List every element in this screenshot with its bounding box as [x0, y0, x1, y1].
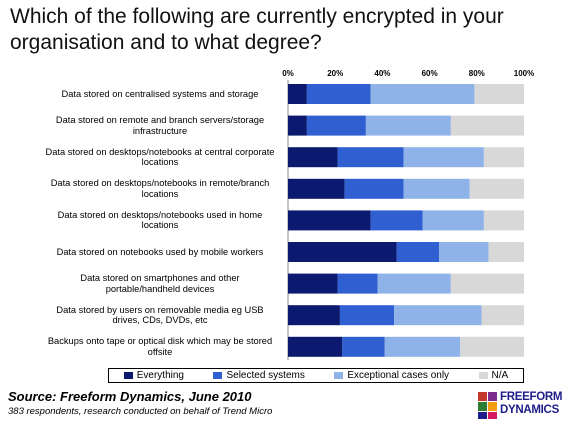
- bar-segment-na: [483, 210, 524, 231]
- legend-label-selected: Selected systems: [226, 370, 305, 381]
- bar-segment-na: [481, 305, 524, 326]
- x-tick-label: 60%: [422, 69, 438, 78]
- chart-title: Which of the following are currently enc…: [10, 5, 504, 54]
- bar-segment-selected: [396, 242, 440, 262]
- bar-segment-exceptional: [384, 336, 461, 357]
- x-tick-label: 80%: [469, 69, 485, 78]
- x-tick-label: 40%: [374, 69, 390, 78]
- bar-segment-selected: [306, 84, 371, 104]
- category-label: Data stored on smartphones and other por…: [80, 273, 240, 294]
- bar-segment-exceptional: [439, 242, 489, 262]
- category-label: Data stored on desktops/notebooks in rem…: [50, 178, 270, 199]
- bar-segment-exceptional: [403, 147, 484, 168]
- bar-segment-exceptional: [394, 305, 482, 326]
- category-label: Data stored on centralised systems and s…: [61, 88, 259, 99]
- source-text: Source: Freeform Dynamics, June 2010: [8, 389, 252, 404]
- bar-segment-exceptional: [365, 115, 451, 136]
- logo-mark-icon: [478, 392, 497, 419]
- legend-swatch-selected: [213, 372, 223, 379]
- legend: Everything Selected systems Exceptional …: [108, 368, 524, 383]
- bar-segment-exceptional: [370, 84, 475, 104]
- bar-segment-na: [450, 115, 524, 136]
- bar-segment-selected: [370, 210, 423, 231]
- bar-segment-selected: [306, 115, 366, 136]
- logo-line-1: FREEFORM: [500, 391, 563, 403]
- legend-label-na: N/A: [491, 370, 509, 381]
- bar-segment-everything: [288, 84, 307, 104]
- bar-segment-everything: [288, 210, 371, 231]
- respondents-note: 383 respondents, research conducted on b…: [8, 406, 273, 417]
- legend-swatch-everything: [123, 372, 133, 379]
- x-tick-label: 0%: [282, 69, 294, 78]
- category-label: Data stored on notebooks used by mobile …: [56, 246, 264, 257]
- legend-label-everything: Everything: [136, 370, 184, 381]
- x-tick-label: 100%: [514, 69, 534, 78]
- logo-text: FREEFORM DYNAMICS: [500, 391, 562, 417]
- category-label: Data stored on remote and branch servers…: [55, 115, 265, 136]
- legend-item-everything: Everything: [123, 370, 184, 381]
- bar-segment-na: [488, 242, 524, 262]
- bar-segment-everything: [288, 115, 307, 136]
- bar-segment-selected: [342, 336, 385, 357]
- category-label: Data stored on desktops/notebooks used i…: [57, 209, 263, 231]
- bar-segment-na: [474, 84, 524, 104]
- bar-segment-na: [450, 273, 524, 294]
- bar-segment-everything: [288, 273, 338, 294]
- legend-item-na: N/A: [478, 370, 509, 381]
- legend-label-exceptional: Exceptional cases only: [347, 370, 450, 381]
- category-label: Data stored on desktops/notebooks at cen…: [45, 146, 275, 168]
- x-tick-label: 20%: [327, 69, 343, 78]
- bar-segment-everything: [288, 242, 397, 262]
- bar-segment-na: [469, 178, 524, 199]
- bar-segment-selected: [337, 273, 378, 294]
- bar-segment-everything: [288, 336, 343, 357]
- legend-swatch-exceptional: [334, 372, 344, 379]
- bar-segment-na: [483, 147, 524, 168]
- freeform-dynamics-logo: FREEFORM DYNAMICS: [478, 390, 578, 424]
- bar-segment-selected: [344, 178, 404, 199]
- bar-segment-everything: [288, 147, 338, 168]
- bar-segment-exceptional: [403, 178, 470, 199]
- bar-segment-exceptional: [377, 273, 451, 294]
- bar-segment-selected: [337, 147, 404, 168]
- category-label: Data stored by users on removable media …: [56, 304, 264, 326]
- legend-swatch-na: [478, 372, 488, 379]
- category-label: Backups onto tape or optical disk which …: [47, 336, 273, 357]
- bar-segment-selected: [339, 305, 395, 326]
- bar-segment-na: [460, 336, 524, 357]
- legend-item-selected: Selected systems: [213, 370, 305, 381]
- bar-segment-everything: [288, 178, 345, 199]
- bar-segment-exceptional: [422, 210, 484, 231]
- logo-line-2: DYNAMICS: [500, 404, 559, 416]
- legend-item-exceptional: Exceptional cases only: [334, 370, 449, 381]
- bar-segment-everything: [288, 305, 340, 326]
